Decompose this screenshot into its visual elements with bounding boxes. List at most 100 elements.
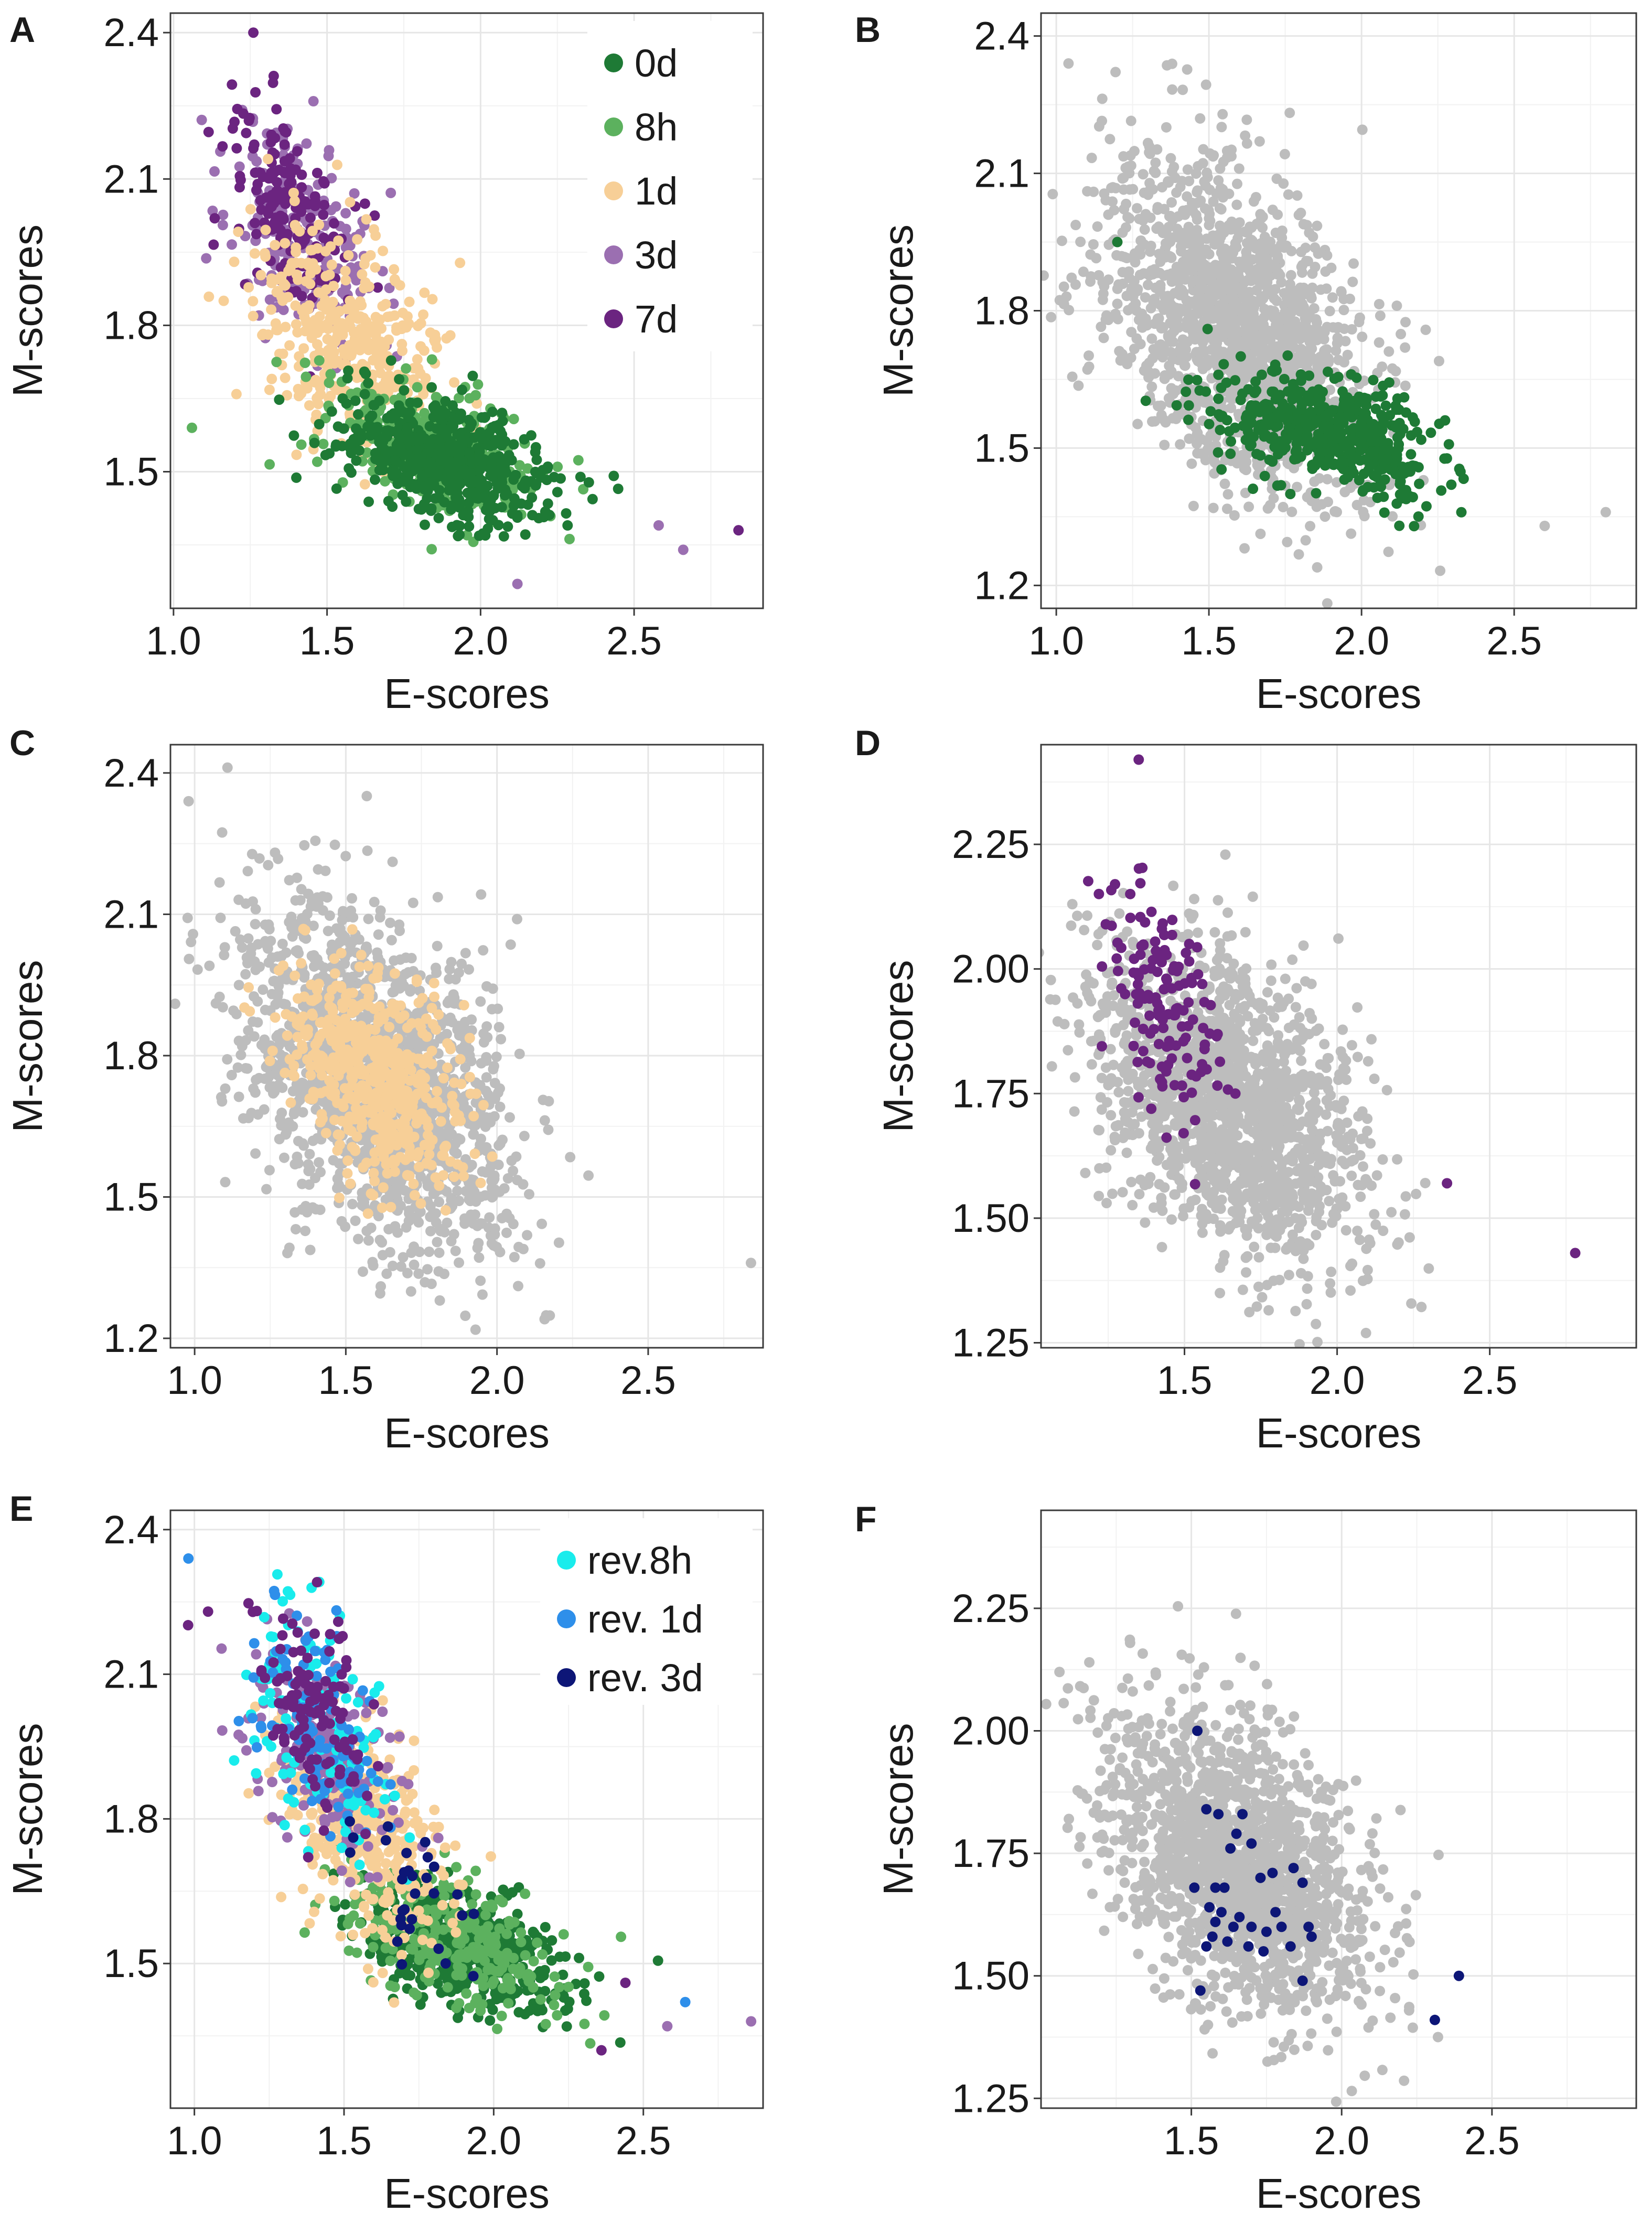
point-1d: [280, 372, 291, 383]
point-0d: [537, 465, 548, 476]
point-1d: [315, 389, 326, 400]
point-0d: [1409, 521, 1420, 532]
point-0d: [388, 470, 399, 481]
point-0d: [330, 441, 341, 452]
point-0d: [1213, 393, 1224, 404]
point-other: [1213, 278, 1224, 289]
point-7d: [319, 199, 330, 210]
point-0d: [485, 505, 496, 516]
point-other: [1400, 317, 1411, 328]
point-other: [1056, 235, 1067, 246]
point-other: [260, 919, 271, 930]
point-0d: [1382, 454, 1393, 465]
point-other: [1159, 251, 1170, 262]
point-other: [1283, 189, 1294, 200]
point-0d: [1268, 366, 1279, 377]
point-1d: [325, 390, 336, 401]
point-other: [1086, 153, 1097, 164]
point-other: [1264, 261, 1275, 272]
point-3d: [247, 151, 258, 162]
point-other: [553, 1237, 564, 1248]
point-0d: [1322, 366, 1333, 377]
point-other: [1195, 291, 1206, 302]
point-1d: [333, 235, 344, 246]
point-0d: [426, 382, 437, 393]
point-0d: [1413, 511, 1424, 522]
point-0d: [486, 462, 497, 473]
point-7d: [318, 176, 329, 187]
point-7d: [296, 206, 307, 217]
point-other: [1271, 341, 1282, 352]
point-7d: [359, 198, 370, 209]
point-other: [1073, 380, 1084, 391]
point-other: [1197, 283, 1208, 294]
point-other: [1358, 495, 1369, 506]
point-8h: [508, 413, 519, 424]
point-0d: [426, 503, 437, 514]
point-other: [1357, 124, 1368, 135]
point-other: [1258, 293, 1269, 304]
point-other: [1170, 173, 1181, 184]
point-other: [1150, 282, 1161, 293]
point-other: [1282, 536, 1293, 547]
point-7d: [203, 126, 214, 137]
point-0d: [1274, 408, 1285, 419]
point-other: [1312, 334, 1323, 345]
point-other: [1322, 474, 1333, 485]
point-other: [300, 1226, 311, 1237]
point-7d: [266, 201, 277, 212]
point-other: [1322, 250, 1333, 261]
point-8h: [401, 363, 412, 374]
point-other: [1058, 281, 1069, 292]
point-other: [1188, 235, 1199, 246]
point-3d: [278, 304, 289, 315]
point-other: [1321, 344, 1332, 355]
point-0d: [324, 448, 335, 459]
point-0d: [428, 402, 439, 413]
panel-b: B1.0 1.5 2.0 2.51.21.51.82.12.4E-scoresM-sc…: [855, 10, 1637, 717]
point-8h: [426, 544, 437, 555]
point-other: [1138, 215, 1149, 226]
point-other: [1348, 258, 1359, 269]
point-0d: [1256, 369, 1267, 380]
point-1d: [271, 325, 282, 336]
point-0d: [422, 493, 433, 504]
point-other: [299, 972, 310, 983]
point-other: [425, 1226, 436, 1237]
point-0d: [388, 408, 399, 419]
point-7d: [369, 210, 380, 221]
point-other: [361, 791, 372, 802]
point-other: [1119, 203, 1130, 214]
point-0d: [1310, 460, 1321, 471]
x-tick-label: 1.5: [1181, 619, 1237, 663]
point-0d: [497, 407, 508, 418]
point-other: [1159, 439, 1170, 450]
x-tick-label: 1.0: [146, 619, 201, 663]
point-other: [1383, 346, 1394, 357]
point-other: [1099, 188, 1110, 199]
y-tick-label: 2.4: [974, 14, 1029, 59]
point-other: [1374, 337, 1385, 348]
point-other: [1136, 308, 1147, 319]
point-other: [475, 1275, 486, 1286]
point-1d: [348, 307, 359, 318]
point-other: [233, 980, 244, 991]
point-other: [522, 1230, 533, 1241]
point-0d: [1376, 410, 1387, 421]
point-other: [1225, 350, 1236, 361]
point-0d: [1390, 422, 1401, 433]
point-other: [277, 1082, 288, 1093]
point-other: [1435, 565, 1446, 576]
point-7d: [266, 129, 277, 140]
point-other: [1278, 501, 1289, 512]
point-0d: [1181, 386, 1192, 398]
point-0d: [1379, 418, 1390, 429]
point-7d: [231, 143, 242, 154]
point-other: [1140, 292, 1151, 303]
point-0d: [1275, 480, 1286, 491]
point-other: [1209, 268, 1220, 279]
point-other: [1310, 262, 1321, 273]
point-0d: [1346, 403, 1357, 414]
point-0d: [1215, 411, 1226, 422]
